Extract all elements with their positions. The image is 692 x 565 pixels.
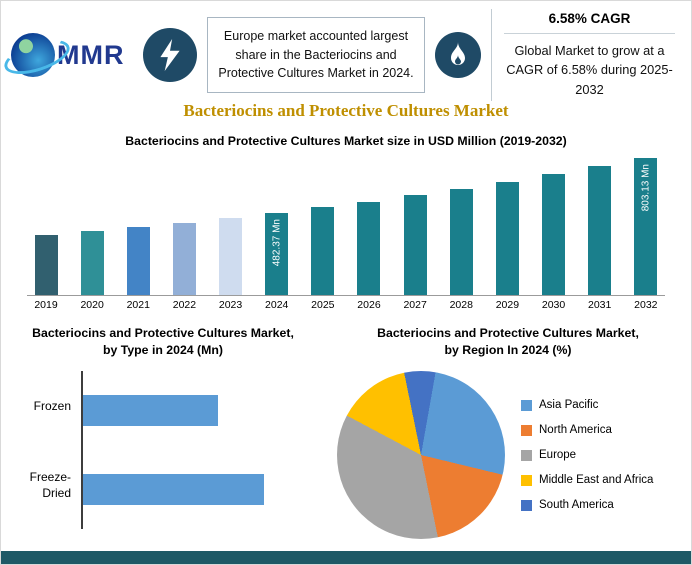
lightning-icon	[160, 39, 180, 71]
globe-icon	[11, 33, 55, 77]
bar-2026	[357, 201, 381, 295]
bar-value-label-2032: 803.13 Mn	[640, 164, 652, 212]
legend-item-3: Middle East and Africa	[521, 474, 653, 486]
legend-swatch-0	[521, 399, 532, 411]
year-label-2019: 2019	[34, 299, 58, 311]
legend-swatch-4	[521, 499, 532, 511]
cagr-subtext: Global Market to grow at a CAGR of 6.58%…	[506, 43, 673, 97]
legend-label-2: Europe	[539, 449, 577, 462]
bar-2029	[495, 181, 519, 295]
year-label-2023: 2023	[218, 299, 243, 311]
year-label-2029: 2029	[495, 299, 520, 311]
by-region-chart-title: Bacteriocins and Protective Cultures Mar…	[377, 326, 639, 358]
year-label-2030: 2030	[541, 299, 566, 311]
bar-2031	[588, 166, 612, 295]
legend-item-4: South America	[521, 499, 653, 511]
legend-label-0: Asia Pacific	[539, 399, 599, 412]
by-region-chart: Bacteriocins and Protective Cultures Mar…	[325, 323, 691, 540]
year-label-2021: 2021	[126, 299, 150, 311]
legend-label-1: North America	[539, 424, 612, 437]
by-type-category-labels: Frozen Freeze-Dried	[5, 371, 81, 529]
bar-2025	[311, 207, 335, 295]
market-size-chart: Bacteriocins and Protective Cultures Mar…	[1, 134, 691, 311]
bar-2020	[80, 231, 104, 295]
year-label-2025: 2025	[311, 299, 335, 311]
bar-2024: 482.37 Mn	[265, 212, 289, 295]
legend-item-1: North America	[521, 424, 653, 436]
flame-icon	[451, 42, 465, 65]
year-label-2026: 2026	[357, 299, 381, 311]
bar-slot-2032: 803.13 Mn	[631, 158, 661, 295]
by-type-chart: Bacteriocins and Protective Cultures Mar…	[1, 323, 325, 539]
bar-2028	[449, 188, 473, 295]
legend-label-4: South America	[539, 499, 614, 512]
by-region-plot: Asia Pacific North America Europe Middle Ea…	[325, 371, 691, 540]
footer-bar	[1, 551, 691, 564]
bar-2027	[403, 195, 427, 295]
bar-2021	[126, 227, 150, 295]
bar-slot-2031	[585, 158, 615, 295]
bar-slot-2025	[308, 158, 338, 295]
year-label-2028: 2028	[449, 299, 473, 311]
type-label-1: Freeze-Dried	[29, 470, 71, 500]
year-label-2027: 2027	[403, 299, 427, 311]
legend-item-0: Asia Pacific	[521, 399, 653, 411]
page-title: Bacteriocins and Protective Cultures Mar…	[183, 101, 509, 120]
legend-swatch-1	[521, 424, 532, 436]
bar-slot-2023	[216, 158, 246, 295]
by-type-chart-title: Bacteriocins and Protective Cultures Mar…	[32, 326, 294, 358]
bar-2022	[172, 222, 196, 295]
bar-chart-x-axis: 2019 2020 2021 2022 2023 2024 2025 2026 2027 2028…	[27, 299, 665, 311]
market-size-chart-title: Bacteriocins and Protective Cultures Mar…	[125, 134, 567, 148]
flame-badge	[435, 32, 481, 78]
bar-2023	[219, 217, 243, 295]
bar-slot-2026	[354, 158, 384, 295]
type-bar-1	[83, 474, 264, 506]
type-label-0: Frozen	[33, 399, 71, 414]
bar-slot-2024: 482.37 Mn	[262, 158, 292, 295]
bar-2032: 803.13 Mn	[634, 158, 658, 295]
header: MMR Europe market accounted largest shar…	[1, 1, 691, 101]
highlight-box: Europe market accounted largest share in…	[207, 16, 425, 94]
bar-2019	[34, 235, 58, 295]
year-label-2031: 2031	[588, 299, 612, 311]
bar-slot-2028	[446, 158, 476, 295]
legend-swatch-2	[521, 449, 532, 461]
bar-chart-plot: 482.37 Mn 803.13 Mn	[27, 158, 665, 296]
legend-item-2: Europe	[521, 449, 653, 461]
bar-slot-2022	[169, 158, 199, 295]
legend-label-3: Middle East and Africa	[539, 474, 654, 487]
pie-legend: Asia Pacific North America Europe Middle Ea…	[521, 399, 653, 511]
bar-2030	[542, 174, 566, 295]
year-label-2032: 2032	[634, 299, 658, 311]
bar-slot-2020	[77, 158, 107, 295]
cagr-headline: 6.58% CAGR	[504, 11, 675, 35]
year-label-2022: 2022	[172, 299, 197, 311]
lightning-badge	[143, 28, 197, 82]
highlight-text: Europe market accounted largest share in…	[218, 28, 414, 81]
mmr-logo: MMR	[11, 33, 133, 77]
by-type-bars	[81, 371, 315, 530]
by-type-plot: Frozen Freeze-Dried	[5, 371, 315, 530]
bar-slot-2019	[31, 158, 61, 295]
bar-value-label-2024: 482.37 Mn	[271, 218, 283, 266]
bar-slot-2027	[400, 158, 430, 295]
cagr-block: 6.58% CAGR Global Market to grow at a CA…	[491, 9, 681, 101]
bottom-charts: Bacteriocins and Protective Cultures Mar…	[1, 323, 691, 540]
bar-slot-2029	[492, 158, 522, 295]
bar-slot-2030	[539, 158, 569, 295]
pie-chart	[337, 371, 505, 540]
year-label-2020: 2020	[80, 299, 104, 311]
bar-slot-2021	[123, 158, 153, 295]
year-label-2024: 2024	[265, 299, 289, 311]
legend-swatch-3	[521, 474, 532, 486]
type-bar-0	[83, 395, 219, 427]
